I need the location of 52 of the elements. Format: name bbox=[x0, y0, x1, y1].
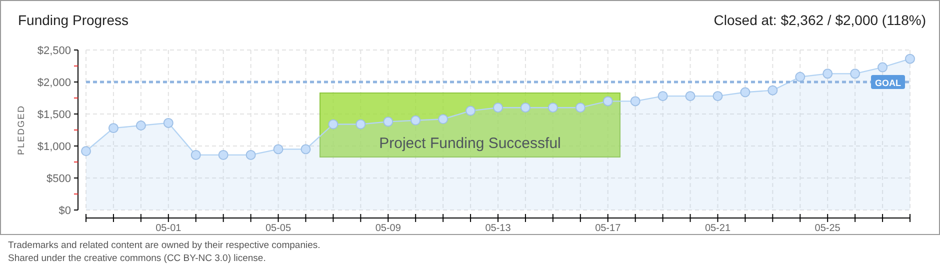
point bbox=[740, 87, 750, 98]
point bbox=[136, 120, 146, 131]
point bbox=[466, 106, 476, 116]
point bbox=[658, 91, 668, 102]
point bbox=[795, 72, 806, 82]
point bbox=[602, 96, 613, 106]
x-tick-label: 05-13 bbox=[485, 223, 512, 234]
text: Closed at: $2,362 / $2,000 (118%) bbox=[714, 12, 926, 28]
annotation: Project Funding Successful bbox=[379, 135, 561, 152]
x-tick-label: 05-25 bbox=[814, 223, 841, 234]
point bbox=[300, 144, 311, 154]
y-tick-label: $2,500 bbox=[37, 45, 71, 57]
text: Trademarks and related content are owned by their respective companies. bbox=[8, 240, 320, 251]
point bbox=[383, 116, 394, 127]
x-tick-label: 05-21 bbox=[704, 223, 731, 234]
y-tick-label: $500 bbox=[46, 173, 71, 185]
point bbox=[410, 115, 421, 126]
text: Shared under the creative commons (CC BY-NC 3.0) license. bbox=[8, 253, 266, 264]
x-tick-label: 05-17 bbox=[595, 223, 622, 234]
point bbox=[438, 114, 448, 124]
x-tick-label: 05-09 bbox=[375, 223, 402, 234]
point bbox=[108, 123, 118, 134]
x-tick-label: 05-05 bbox=[265, 223, 292, 234]
success-banner: Project Funding Successful bbox=[320, 92, 620, 158]
ref-line-label: GOAL bbox=[875, 78, 902, 88]
point bbox=[81, 146, 91, 156]
y-tick-label: $0 bbox=[58, 205, 71, 217]
point bbox=[163, 118, 174, 128]
chart-title: Funding Progress bbox=[18, 12, 129, 28]
point bbox=[520, 102, 530, 113]
point bbox=[685, 91, 696, 102]
point bbox=[246, 150, 256, 160]
point bbox=[218, 150, 228, 160]
point bbox=[630, 96, 640, 106]
point bbox=[850, 68, 860, 79]
point bbox=[190, 150, 201, 160]
point bbox=[548, 102, 558, 113]
point bbox=[712, 91, 723, 102]
point bbox=[878, 62, 888, 72]
y-axis-title: PLEDGED bbox=[16, 104, 26, 156]
point bbox=[822, 68, 833, 79]
point bbox=[328, 119, 338, 130]
point bbox=[493, 102, 503, 113]
point bbox=[905, 54, 915, 64]
y-tick-label: $1,000 bbox=[37, 141, 71, 153]
y-tick-label: $1,500 bbox=[37, 109, 71, 121]
point bbox=[273, 144, 284, 154]
x-tick-label: 05-01 bbox=[156, 223, 182, 234]
point bbox=[356, 119, 366, 130]
point bbox=[575, 102, 586, 113]
y-tick-label: $2,000 bbox=[37, 77, 71, 89]
point bbox=[768, 85, 778, 96]
